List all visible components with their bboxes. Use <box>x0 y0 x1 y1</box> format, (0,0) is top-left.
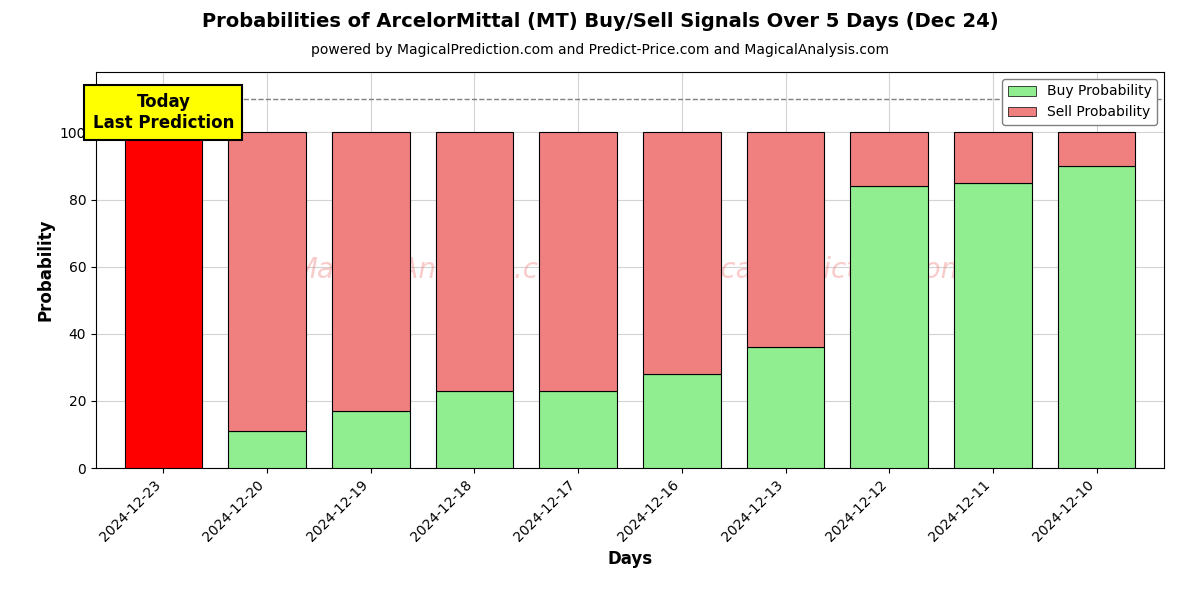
Bar <box>332 133 409 411</box>
X-axis label: Days: Days <box>607 550 653 568</box>
Y-axis label: Probability: Probability <box>36 219 54 321</box>
Bar <box>643 133 721 374</box>
Bar <box>851 133 928 186</box>
Legend: Buy Probability, Sell Probability: Buy Probability, Sell Probability <box>1002 79 1157 125</box>
Bar <box>539 133 617 391</box>
Bar <box>954 133 1032 183</box>
Text: MagicalAnalysis.com: MagicalAnalysis.com <box>293 256 582 284</box>
Bar <box>643 374 721 468</box>
Bar <box>1057 133 1135 166</box>
Bar <box>436 391 514 468</box>
Bar <box>125 133 203 468</box>
Bar <box>851 186 928 468</box>
Text: Probabilities of ArcelorMittal (MT) Buy/Sell Signals Over 5 Days (Dec 24): Probabilities of ArcelorMittal (MT) Buy/… <box>202 12 998 31</box>
Bar <box>954 183 1032 468</box>
Text: powered by MagicalPrediction.com and Predict-Price.com and MagicalAnalysis.com: powered by MagicalPrediction.com and Pre… <box>311 43 889 57</box>
Bar <box>228 133 306 431</box>
Bar <box>539 391 617 468</box>
Text: MagicalPrediction.com: MagicalPrediction.com <box>655 256 968 284</box>
Bar <box>436 133 514 391</box>
Bar <box>746 347 824 468</box>
Bar <box>746 133 824 347</box>
Bar <box>228 431 306 468</box>
Bar <box>1057 166 1135 468</box>
Text: Today
Last Prediction: Today Last Prediction <box>92 93 234 131</box>
Bar <box>332 411 409 468</box>
